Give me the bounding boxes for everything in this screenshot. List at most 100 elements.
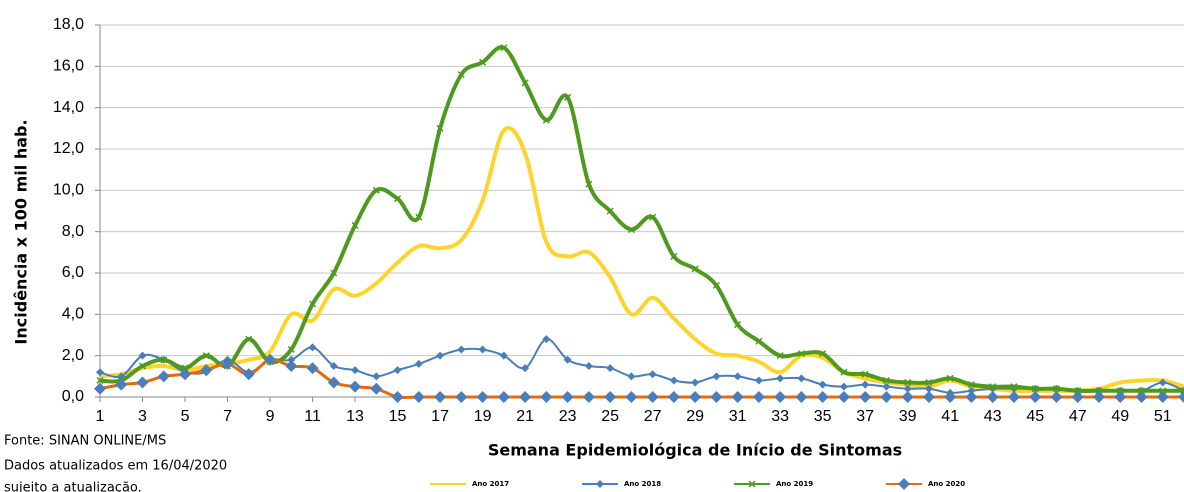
point — [648, 370, 657, 379]
point — [306, 362, 319, 375]
point — [412, 391, 425, 403]
legend-label: Ano 2019 — [776, 480, 813, 488]
source-note: Fonte: SINAN ONLINE/MS — [4, 434, 166, 449]
point — [670, 252, 678, 260]
point — [1092, 391, 1105, 403]
legend-label: Ano 2017 — [472, 480, 509, 488]
y-tick-label: 0,0 — [62, 388, 84, 405]
point — [521, 364, 530, 373]
x-tick-label: 25 — [601, 408, 619, 425]
point — [797, 374, 806, 383]
point — [669, 376, 678, 385]
point — [329, 362, 338, 370]
y-axis-label: Incidência x 100 mil hab. — [12, 119, 31, 344]
point — [839, 382, 848, 391]
point — [734, 321, 742, 329]
y-tick-label: 16,0 — [53, 58, 84, 75]
point — [478, 345, 487, 354]
x-tick-label: 33 — [771, 408, 789, 425]
point — [115, 378, 128, 391]
point — [689, 391, 702, 403]
point — [1050, 391, 1063, 403]
point — [1031, 385, 1039, 393]
x-tick-label: 51 — [1154, 408, 1172, 425]
y-tick-label: 10,0 — [53, 182, 84, 199]
point — [837, 391, 850, 403]
x-tick-label: 9 — [266, 408, 275, 425]
point — [944, 391, 957, 403]
x-tick-label: 11 — [304, 408, 321, 425]
y-tick-label: 14,0 — [53, 99, 84, 116]
point — [627, 372, 636, 381]
point — [330, 269, 338, 277]
x-tick-label: 45 — [1026, 408, 1044, 425]
point — [774, 391, 787, 403]
point — [457, 71, 465, 79]
point — [903, 384, 912, 393]
point — [521, 79, 529, 87]
x-tick-label: 39 — [899, 408, 917, 425]
x-tick-label: 41 — [941, 408, 959, 425]
point — [138, 362, 147, 370]
point — [1135, 391, 1148, 403]
point — [965, 391, 978, 403]
point — [519, 391, 532, 403]
point — [1159, 387, 1167, 395]
point — [1180, 387, 1184, 395]
y-tick-label: 2,0 — [62, 347, 84, 364]
point — [582, 391, 595, 403]
point — [94, 382, 106, 395]
point — [882, 382, 891, 391]
point — [157, 370, 170, 383]
point — [1074, 387, 1082, 395]
point — [370, 382, 383, 395]
point — [755, 337, 763, 345]
point — [859, 391, 872, 403]
point — [1071, 391, 1084, 403]
point — [414, 359, 423, 368]
point — [1007, 391, 1020, 403]
point — [181, 364, 189, 372]
point — [604, 391, 617, 403]
point — [394, 195, 402, 203]
point — [733, 372, 742, 381]
x-tick-label: 21 — [516, 408, 534, 425]
point — [606, 364, 615, 373]
x-tick-label: 43 — [984, 408, 1002, 425]
point — [479, 58, 487, 66]
point — [840, 368, 848, 376]
point — [285, 360, 298, 372]
point — [497, 391, 510, 403]
point — [542, 335, 551, 344]
point — [287, 345, 295, 353]
point — [712, 372, 721, 381]
x-tick-label: 31 — [729, 408, 747, 425]
point — [667, 391, 680, 403]
series-line — [99, 126, 1184, 393]
point — [221, 357, 234, 370]
point — [625, 391, 638, 403]
point — [499, 351, 508, 360]
point — [160, 356, 168, 364]
point — [540, 391, 553, 403]
x-tick-label: 35 — [814, 408, 832, 425]
point — [880, 391, 893, 403]
point — [476, 391, 489, 403]
x-tick-label: 1 — [96, 408, 105, 425]
point — [138, 351, 147, 360]
point — [1116, 387, 1124, 395]
point — [649, 213, 657, 221]
point — [797, 350, 805, 358]
point — [596, 480, 604, 488]
point — [584, 362, 593, 370]
point — [691, 378, 700, 387]
point — [351, 221, 359, 229]
point — [627, 226, 635, 234]
point — [752, 391, 765, 403]
x-tick-label: 15 — [389, 408, 407, 425]
point — [542, 116, 550, 124]
point — [712, 281, 720, 289]
point — [748, 480, 756, 488]
point — [179, 368, 192, 381]
